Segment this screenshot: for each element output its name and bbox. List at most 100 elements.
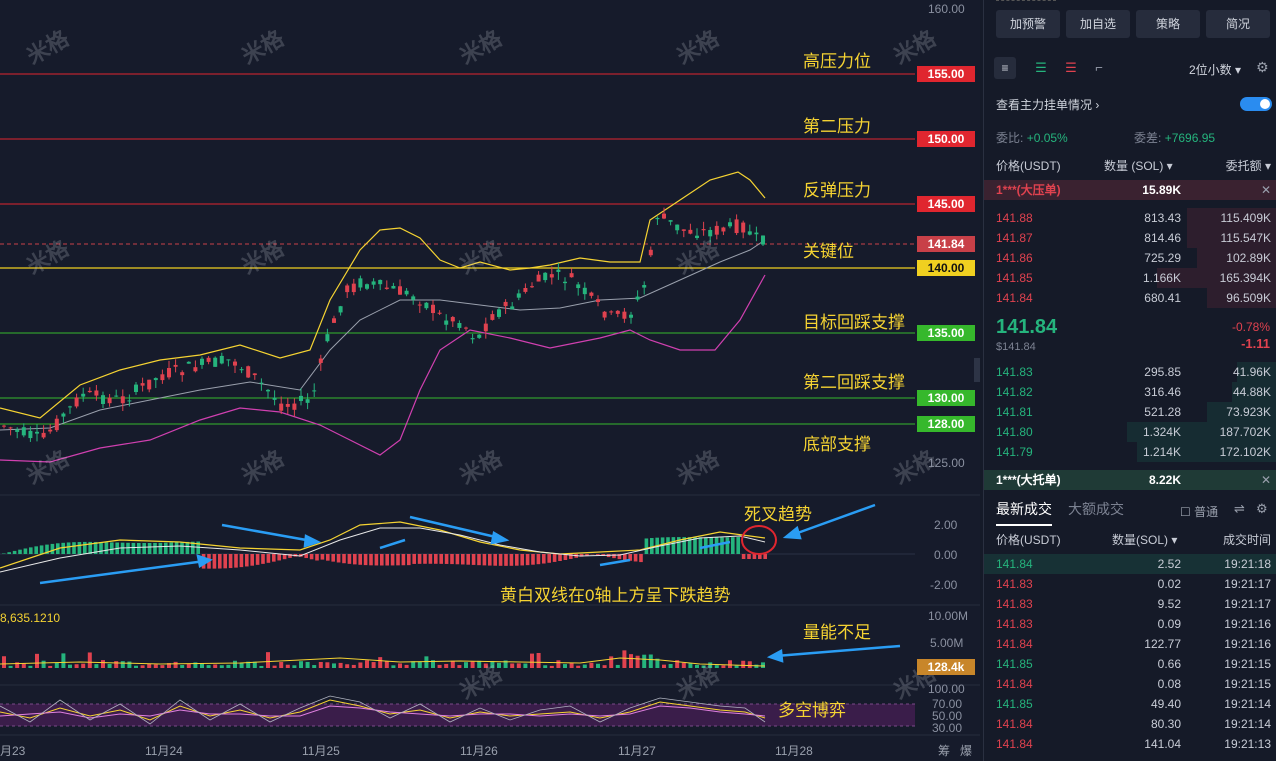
annotation-second-resistance: 第二压力 [803, 117, 871, 136]
panel-collapse-handle[interactable] [974, 358, 980, 382]
candle-body [431, 304, 435, 314]
macd-bar [644, 538, 649, 554]
volume-bar [266, 652, 270, 668]
tab-latest-trades[interactable]: 最新成交 [996, 499, 1052, 526]
col-qty[interactable]: 数量 (SOL) ▾ [1104, 159, 1173, 173]
candle-body [701, 229, 706, 231]
settings-icon[interactable]: ⚙ [1256, 59, 1269, 75]
macd-bar [736, 537, 740, 554]
tab-large-trades[interactable]: 大额成交 [1068, 501, 1124, 517]
row-amount: 96.509K [1226, 291, 1271, 305]
candle-body [206, 357, 211, 362]
candle-body [134, 384, 138, 393]
volume-bar [384, 661, 389, 668]
book-row[interactable]: 141.87 814.46 115.547K [984, 228, 1276, 248]
axis-tick: 0.00 [934, 548, 958, 562]
price-level-box: 140.00 [917, 260, 975, 276]
macd-bar [29, 547, 33, 554]
big-ask-row[interactable]: 1***(大压单) 15.89K ✕ [984, 180, 1276, 200]
trade-time: 19:21:15 [1224, 677, 1271, 691]
chart-canvas[interactable] [0, 0, 980, 761]
volume-bar [338, 662, 343, 668]
macd-bar [477, 554, 481, 566]
volume-bar [147, 663, 152, 668]
macd-bar [72, 542, 76, 554]
big-ask-value: 15.89K [1142, 183, 1181, 197]
candle-body [523, 287, 528, 292]
trade-time: 19:21:18 [1224, 557, 1271, 571]
add-alert-button[interactable]: 加预警 [996, 10, 1060, 38]
candle-body [285, 404, 290, 407]
depth-bar [1187, 208, 1276, 228]
current-price-box: 141.84 [917, 236, 975, 252]
close-icon[interactable]: ✕ [1260, 183, 1271, 197]
macd-bar [88, 541, 92, 554]
volume-bar [15, 662, 20, 668]
add-watchlist-button[interactable]: 加自选 [1066, 10, 1130, 38]
book-view-asks-icon[interactable]: ☰ [1065, 60, 1077, 75]
row-price: 141.85 [996, 271, 1033, 285]
volume-bar [596, 663, 600, 668]
book-row[interactable]: 141.79 1.214K 172.102K [984, 442, 1276, 462]
volume-bar [252, 661, 257, 668]
candle-body [516, 293, 521, 298]
book-row[interactable]: 141.86 725.29 102.89K [984, 248, 1276, 268]
book-row[interactable]: 141.81 521.28 73.923K [984, 402, 1276, 422]
book-row[interactable]: 141.84 680.41 96.509K [984, 288, 1276, 308]
corner-label[interactable]: 爆 [960, 744, 973, 758]
volume-bar [305, 661, 310, 668]
volume-bar [391, 665, 396, 668]
annotation-death-cross: 死叉趋势 [744, 505, 812, 524]
macd-bar [461, 554, 465, 565]
book-view-bids-icon[interactable]: ☰ [1035, 60, 1047, 75]
volume-bar [563, 664, 567, 668]
book-row[interactable]: 141.83 295.85 41.96K [984, 362, 1276, 382]
trades-header: 价格(USDT) 数量(SOL) ▾ 成交时间 [984, 530, 1276, 550]
macd-bar [282, 554, 287, 560]
macd-bar [315, 554, 319, 561]
overview-button[interactable]: 简况 [1206, 10, 1270, 38]
candle-body [48, 429, 53, 432]
candle-body [332, 318, 336, 323]
book-row[interactable]: 141.88 813.43 115.409K [984, 208, 1276, 228]
candle-body [648, 249, 653, 256]
book-row[interactable]: 141.80 1.324K 187.702K [984, 422, 1276, 442]
candle-body [239, 369, 244, 371]
volume-bar [444, 663, 449, 668]
view-main-orders-link[interactable]: 查看主力挂单情况 › [996, 96, 1099, 113]
book-view-both-icon[interactable]: ≡ [994, 57, 1016, 79]
decimal-select[interactable]: 2位小数 ▾ [1189, 61, 1241, 78]
volume-bar [35, 653, 39, 668]
main-orders-toggle[interactable] [1240, 97, 1272, 111]
book-view-expand-icon[interactable]: ⌐ [1095, 60, 1103, 75]
volume-bar [642, 654, 647, 668]
volume-bar [114, 661, 119, 668]
kline-chart[interactable]: 米格 米格 米格 米格 米格 米格 米格 米格 米格 米格 米格 米格 米格 米… [0, 0, 980, 761]
macd-bar [747, 554, 751, 559]
filter-icon[interactable]: ⇌ [1234, 501, 1245, 516]
candle-body [483, 323, 488, 332]
col-qty[interactable]: 数量(SOL) ▾ [1112, 533, 1178, 547]
normal-checkbox[interactable]: ☐ 普通 [1180, 503, 1218, 520]
volume-bar [530, 653, 534, 668]
candlesticks [2, 207, 765, 442]
row-price: 141.87 [996, 231, 1033, 245]
price-level-box: 135.00 [917, 325, 975, 341]
volume-bar [68, 664, 72, 668]
close-icon[interactable]: ✕ [1260, 473, 1271, 487]
book-row[interactable]: 141.82 316.46 44.88K [984, 382, 1276, 402]
settings-icon[interactable]: ⚙ [1256, 501, 1268, 516]
macd-bar [720, 537, 724, 554]
volume-ma-line [0, 657, 766, 667]
strategy-button[interactable]: 策略 [1136, 10, 1200, 38]
trade-price: 141.83 [996, 597, 1033, 611]
big-bid-row[interactable]: 1***(大托单) 8.22K ✕ [984, 470, 1276, 490]
col-amount[interactable]: 委托额 ▾ [1225, 159, 1271, 173]
candle-body [596, 299, 600, 302]
book-row[interactable]: 141.85 1.166K 165.394K [984, 268, 1276, 288]
row-amount: 41.96K [1232, 365, 1271, 379]
candle-body [530, 286, 534, 288]
volume-bar [206, 665, 211, 668]
volume-bar [497, 662, 501, 668]
corner-label[interactable]: 筹 [938, 744, 951, 758]
